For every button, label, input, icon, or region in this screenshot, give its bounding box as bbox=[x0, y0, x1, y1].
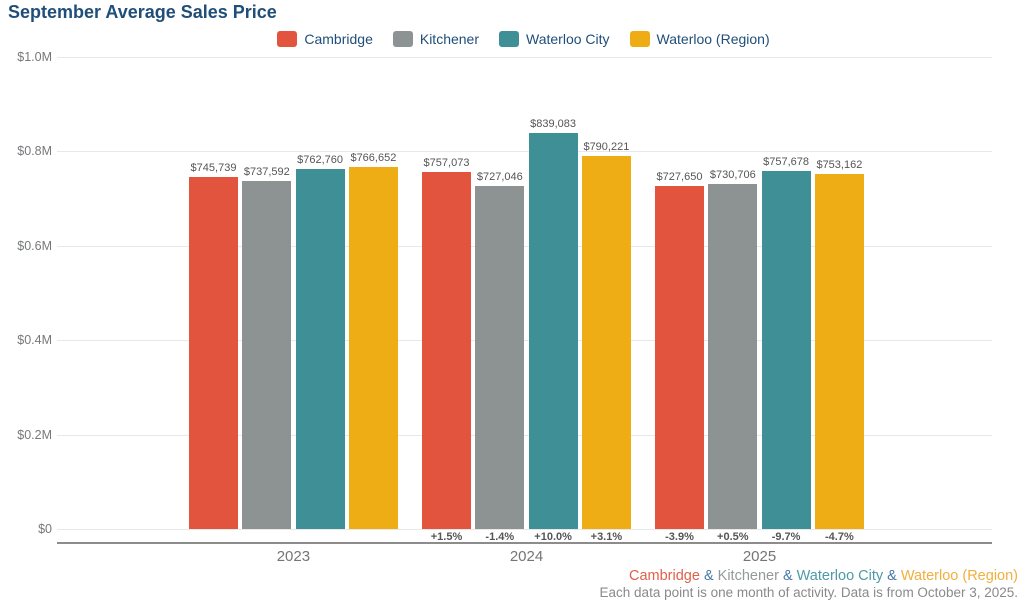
legend-label: Waterloo City bbox=[526, 31, 610, 47]
legend-swatch bbox=[392, 31, 413, 47]
x-axis-year-label: 2024 bbox=[509, 548, 544, 565]
footer-series-kitchener: Kitchener bbox=[717, 568, 779, 584]
bar-change-label: -9.7% bbox=[771, 531, 801, 543]
y-axis-tick-label: $0.6M bbox=[17, 238, 52, 253]
footer-note: Each data point is one month of activity… bbox=[599, 585, 1018, 600]
legend-item-cambridge[interactable]: Cambridge bbox=[277, 31, 373, 47]
legend: Cambridge Kitchener Waterloo City Waterloo … bbox=[57, 29, 990, 49]
bar-kitchener-2023[interactable] bbox=[242, 180, 292, 529]
y-axis-tick-label: $0.2M bbox=[17, 427, 52, 442]
y-axis-tick-label: $0.4M bbox=[17, 333, 52, 348]
legend-label: Waterloo (Region) bbox=[656, 31, 770, 47]
footer-series-line: Cambridge & Kitchener & Waterloo City & … bbox=[629, 568, 1018, 584]
bar-value-label: $727,046 bbox=[476, 170, 523, 183]
bar-value-label: $745,739 bbox=[190, 162, 237, 174]
footer-series-waterloo-region: Waterloo (Region) bbox=[900, 568, 1018, 584]
gridline bbox=[57, 57, 992, 58]
bar-value-label: $757,678 bbox=[763, 156, 810, 169]
legend-label: Cambridge bbox=[304, 31, 373, 47]
legend-item-waterloo-city[interactable]: Waterloo City bbox=[499, 31, 610, 47]
bar-kitchener-2025[interactable] bbox=[708, 184, 758, 529]
bar-cambridge-2025[interactable] bbox=[655, 185, 704, 529]
footer-separator: & bbox=[883, 568, 901, 584]
x-axis-line bbox=[57, 542, 992, 544]
bar-change-label: -3.9% bbox=[665, 531, 694, 543]
bar-value-label: $727,650 bbox=[656, 170, 703, 183]
bar-value-label: $790,221 bbox=[583, 141, 630, 153]
bar-kitchener-2024[interactable] bbox=[475, 185, 525, 529]
y-axis-tick-label: $0.8M bbox=[17, 144, 52, 159]
legend-label: Kitchener bbox=[419, 31, 480, 47]
bar-value-label: $839,083 bbox=[530, 118, 577, 130]
bar-change-label: -1.4% bbox=[485, 531, 515, 543]
bar-value-label: $737,592 bbox=[243, 165, 290, 178]
gridline bbox=[57, 434, 992, 436]
bar-change-label: +1.5% bbox=[430, 531, 463, 543]
legend-swatch bbox=[629, 31, 650, 47]
footer-separator: & bbox=[778, 568, 797, 584]
legend-swatch bbox=[277, 31, 298, 47]
y-axis-tick-label: $1.0M bbox=[17, 50, 52, 64]
gridline bbox=[57, 151, 992, 153]
bar-waterloo-city-2023[interactable] bbox=[295, 169, 345, 529]
footer-series-cambridge: Cambridge bbox=[629, 568, 700, 584]
footer-separator: & bbox=[699, 568, 718, 584]
bar-value-label: $753,162 bbox=[816, 158, 863, 171]
bar-change-label: +3.1% bbox=[590, 531, 623, 543]
bar-change-label: +0.5% bbox=[717, 531, 749, 543]
bar-waterloo-region-2023[interactable] bbox=[348, 167, 398, 529]
legend-item-waterloo-region[interactable]: Waterloo (Region) bbox=[629, 31, 770, 47]
bar-change-label: +10.0% bbox=[534, 531, 572, 543]
bar-waterloo-region-2024[interactable] bbox=[581, 156, 631, 529]
bar-value-label: $766,652 bbox=[350, 152, 397, 165]
x-axis-year-label: 2025 bbox=[742, 548, 777, 565]
bar-change-label: -4.7% bbox=[825, 531, 854, 543]
bar-waterloo-region-2025[interactable] bbox=[814, 173, 864, 529]
gridline bbox=[57, 340, 992, 342]
chart-title: September Average Sales Price bbox=[8, 2, 277, 22]
bar-value-label: $730,706 bbox=[709, 169, 756, 182]
legend-swatch bbox=[499, 31, 520, 47]
bar-cambridge-2023[interactable] bbox=[189, 177, 238, 529]
gridline bbox=[57, 245, 992, 247]
bar-value-label: $762,760 bbox=[297, 154, 344, 166]
y-axis-tick-label: $0 bbox=[38, 522, 52, 536]
bar-value-label: $757,073 bbox=[423, 156, 470, 169]
bar-waterloo-city-2025[interactable] bbox=[761, 171, 811, 529]
footer-series-waterloo-city: Waterloo City bbox=[796, 568, 884, 584]
bar-waterloo-city-2024[interactable] bbox=[528, 133, 578, 529]
bar-cambridge-2024[interactable] bbox=[422, 171, 471, 529]
gridline bbox=[57, 529, 992, 530]
x-axis-year-label: 2023 bbox=[276, 548, 311, 565]
legend-item-kitchener[interactable]: Kitchener bbox=[392, 31, 480, 47]
